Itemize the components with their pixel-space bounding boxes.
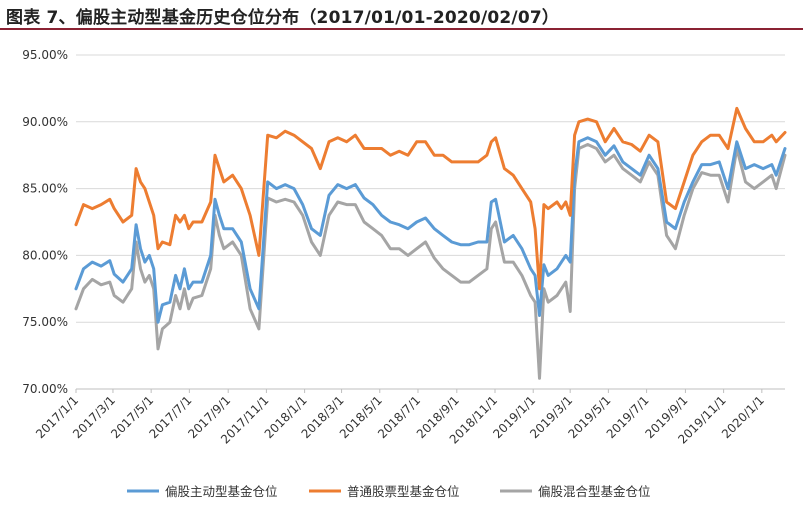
y-tick-label: 75.00%	[22, 315, 68, 329]
chart-title: 图表 7、偏股主动型基金历史仓位分布（2017/01/01-2020/02/07…	[6, 8, 560, 28]
series-line-2	[74, 106, 787, 291]
legend-label: 偏股混合型基金仓位	[538, 484, 651, 499]
x-tick-label: 2020/1/1	[719, 393, 767, 441]
y-tick-label: 85.00%	[22, 182, 68, 196]
legend-label: 普通股票型基金仓位	[347, 484, 460, 499]
title-divider	[0, 28, 803, 30]
y-tick-label: 70.00%	[22, 382, 68, 396]
series-line-3	[74, 143, 787, 380]
series-line-1	[74, 136, 787, 324]
x-axis: 2017/1/12017/3/12017/5/12017/7/12017/9/1…	[33, 388, 785, 447]
y-tick-label: 80.00%	[22, 248, 68, 262]
y-tick-label: 95.00%	[22, 48, 68, 62]
series-lines	[74, 106, 787, 380]
legend: 偏股主动型基金仓位 普通股票型基金仓位 偏股混合型基金仓位	[127, 484, 651, 499]
legend-label: 偏股主动型基金仓位	[165, 484, 278, 499]
y-tick-label: 90.00%	[22, 115, 68, 129]
y-axis-ticks: 70.00% 75.00% 80.00% 85.00% 90.00% 95.00%	[22, 48, 68, 396]
